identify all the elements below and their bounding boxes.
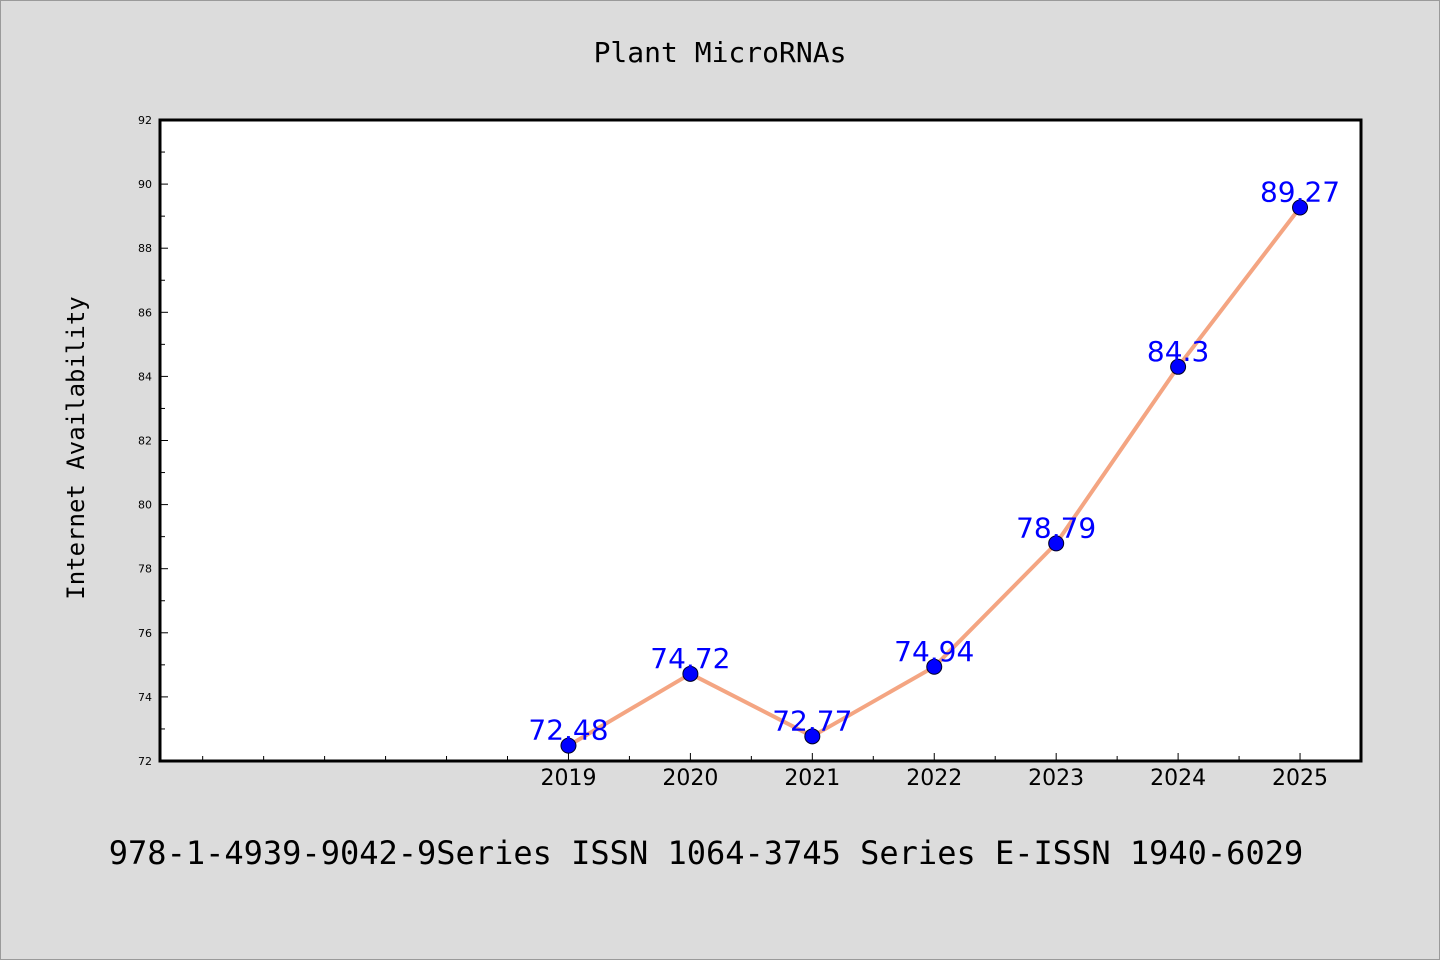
y-axis-label: Internet Availability [62, 296, 90, 599]
data-point [1170, 358, 1187, 375]
x-tick-label: 2020 [662, 766, 718, 791]
data-label: 84.3 [1147, 335, 1209, 368]
y-tick-label: 78 [138, 563, 152, 576]
x-tick-label: 2024 [1150, 766, 1206, 791]
chart-title: Plant MicroRNAs [594, 36, 847, 69]
data-point [682, 665, 699, 682]
data-label: 74.94 [894, 635, 974, 668]
x-axis: 2019 2020 2021 2022 2023 2024 2025 [202, 753, 1328, 791]
x-tick-label: 2021 [784, 766, 840, 791]
y-tick-label: 86 [138, 306, 152, 319]
x-tick-label: 2025 [1272, 766, 1328, 791]
y-tick-label: 90 [138, 178, 152, 191]
footer-text: 978-1-4939-9042-9Series ISSN 1064-3745 S… [109, 834, 1303, 872]
plot-frame [158, 118, 1363, 763]
data-label: 74.72 [650, 642, 730, 675]
y-tick-label: 72 [138, 755, 152, 768]
data-point [1292, 199, 1309, 216]
data-label: 72.48 [528, 714, 608, 747]
y-tick-label: 84 [138, 370, 152, 383]
y-tick-label: 82 [138, 435, 152, 448]
data-point [804, 728, 821, 745]
data-point [926, 658, 943, 675]
data-label: 78.79 [1016, 511, 1096, 544]
x-tick-label: 2023 [1028, 766, 1084, 791]
data-label: 89.27 [1260, 175, 1340, 208]
data-label-group: 72.48 74.72 72.77 74.94 78.79 84.3 89.27 [528, 175, 1340, 746]
y-tick-label: 88 [138, 242, 152, 255]
data-point [560, 737, 577, 754]
y-tick-label: 74 [138, 691, 152, 704]
plot-area [160, 120, 1361, 761]
data-label: 72.77 [772, 704, 852, 737]
marker-group [560, 199, 1309, 754]
data-point [1048, 535, 1065, 552]
x-tick-label: 2022 [906, 766, 962, 791]
y-tick-label: 80 [138, 499, 152, 512]
y-tick-label: 92 [138, 114, 152, 127]
x-tick-label: 2019 [540, 766, 596, 791]
y-tick-label: 76 [138, 627, 152, 640]
